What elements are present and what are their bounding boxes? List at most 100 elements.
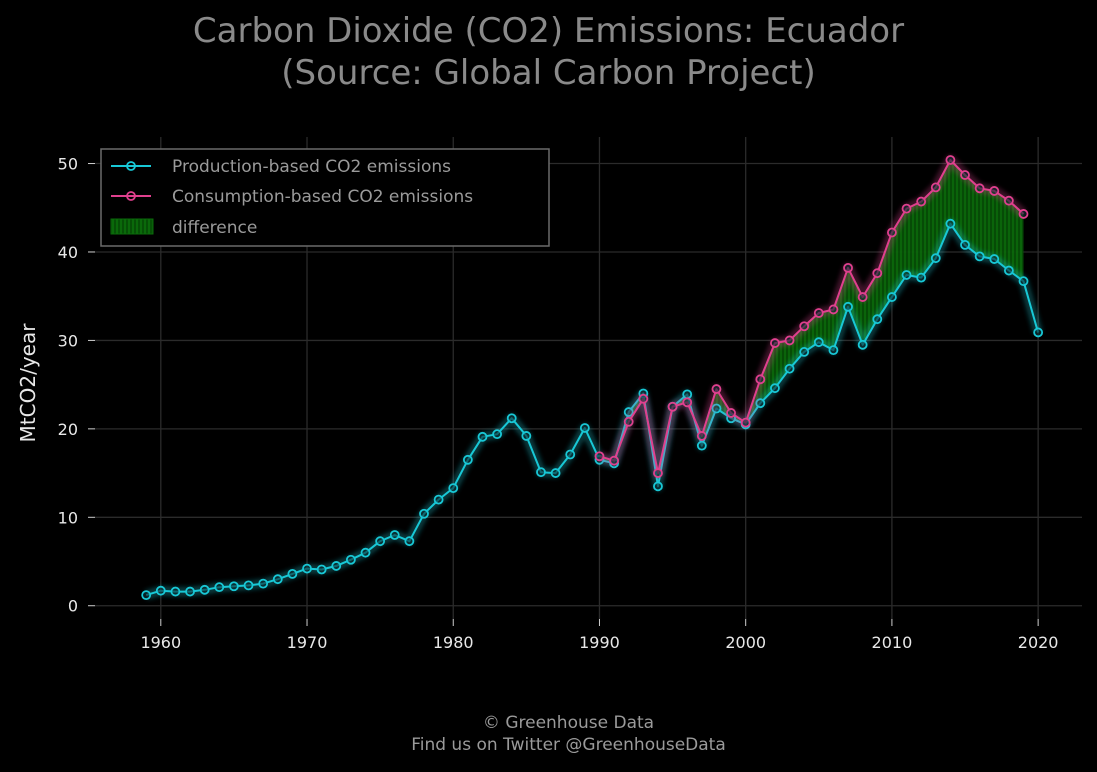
data-point-production [185, 586, 195, 597]
data-point-production [316, 564, 327, 575]
y-tick-label: 10 [58, 508, 78, 527]
legend: Production-based CO2 emissions Consumpti… [100, 148, 550, 247]
data-point-production [155, 585, 166, 596]
data-point-production [1033, 327, 1044, 338]
data-point-consumption [828, 304, 839, 315]
data-point-production [989, 254, 1000, 264]
series-line-production [145, 222, 1040, 597]
data-point-production [506, 413, 517, 424]
data-point-consumption [638, 393, 649, 404]
legend-box [100, 148, 550, 247]
legend-item-production: Production-based CO2 emissions [111, 157, 451, 177]
legend-marker-production [126, 161, 136, 171]
footer-copyright: © Greenhouse Data [482, 713, 655, 733]
data-point-production [974, 251, 985, 262]
data-point-production [287, 568, 298, 579]
data-point-production [770, 383, 780, 394]
data-point-production [536, 467, 546, 478]
footer: © Greenhouse Data Find us on Twitter @Gr… [0, 712, 1097, 756]
data-point-production [696, 440, 707, 451]
x-tick-label: 1960 [140, 633, 181, 652]
data-point-consumption [726, 408, 736, 418]
x-tick-label: 2010 [872, 633, 913, 652]
data-point-production [419, 508, 429, 519]
data-point-consumption [784, 335, 795, 346]
y-tick-label: 0 [68, 597, 78, 616]
data-point-consumption [930, 182, 941, 193]
data-point-production [243, 580, 254, 591]
x-tick-label: 1970 [287, 633, 328, 652]
data-point-consumption [667, 401, 678, 412]
legend-label-difference: difference [172, 218, 257, 238]
data-point-production [901, 270, 912, 280]
data-point-consumption [989, 186, 1000, 196]
data-point-production [433, 494, 444, 505]
data-point-production [916, 272, 927, 283]
legend-label-consumption: Consumption-based CO2 emissions [172, 187, 473, 207]
data-point-consumption [799, 321, 810, 332]
data-point-production [813, 337, 824, 348]
data-point-production [389, 530, 400, 540]
data-point-consumption [682, 397, 693, 408]
data-point-consumption [960, 170, 970, 180]
data-point-production [141, 590, 152, 601]
data-point-production [784, 363, 795, 374]
x-tick-label: 2020 [1018, 633, 1059, 652]
data-point-production [214, 582, 225, 593]
data-point-production [331, 561, 342, 571]
data-point-consumption [887, 227, 897, 238]
x-tick-label: 1980 [433, 633, 474, 652]
y-axis-label: MtCO2/year [16, 323, 40, 443]
data-point-consumption [872, 268, 883, 279]
legend-item-consumption: Consumption-based CO2 emissions [111, 187, 473, 207]
data-point-consumption [653, 468, 663, 478]
data-point-consumption [623, 416, 634, 427]
legend-label-production: Production-based CO2 emissions [172, 157, 451, 177]
y-tick-label: 40 [58, 243, 78, 262]
chart-title-line1: Carbon Dioxide (CO2) Emissions: Ecuador [192, 11, 905, 51]
data-point-production [258, 578, 269, 589]
data-point-production [170, 586, 181, 597]
data-point-production [682, 389, 693, 400]
data-point-production [653, 481, 663, 492]
chart-title-line2: (Source: Global Carbon Project) [281, 53, 816, 93]
data-point-production [828, 345, 839, 356]
data-point-consumption [609, 455, 619, 466]
data-point-consumption [857, 292, 868, 302]
data-point-production [857, 339, 868, 350]
data-point-production [945, 218, 956, 229]
data-point-production [477, 431, 488, 442]
data-point-production [302, 563, 312, 574]
data-point-production [199, 584, 210, 595]
x-tick-label: 1990 [579, 633, 620, 652]
data-point-production [462, 454, 473, 465]
axes: 1960 1970 1980 1990 2000 2010 2020 0 10 20 30 40 50 [58, 155, 1059, 652]
data-point-consumption [813, 308, 824, 318]
data-point-consumption [594, 451, 605, 462]
data-point-production [843, 301, 853, 312]
data-point-production [565, 449, 576, 460]
data-point-production [345, 554, 356, 565]
data-point-consumption [1018, 209, 1029, 219]
data-point-production [799, 347, 810, 357]
data-point-production [229, 581, 239, 592]
data-point-production [1003, 265, 1014, 276]
y-tick-label: 20 [58, 420, 78, 439]
data-point-production [872, 314, 883, 325]
data-point-consumption [974, 183, 985, 194]
data-point-consumption [945, 155, 956, 165]
data-point-consumption [843, 262, 853, 273]
chart-title: Carbon Dioxide (CO2) Emissions: Ecuador … [0, 10, 1097, 94]
data-point-consumption [755, 374, 766, 385]
footer-twitter: Find us on Twitter @GreenhouseData [411, 735, 726, 755]
legend-marker-consumption [126, 191, 136, 201]
data-point-consumption [696, 431, 707, 441]
data-point-production [521, 431, 532, 441]
data-point-consumption [1003, 195, 1014, 206]
x-tick-label: 2000 [725, 633, 766, 652]
data-point-consumption [916, 196, 927, 207]
data-point-production [360, 547, 371, 558]
data-point-production [272, 574, 283, 585]
y-tick-label: 30 [58, 331, 78, 350]
